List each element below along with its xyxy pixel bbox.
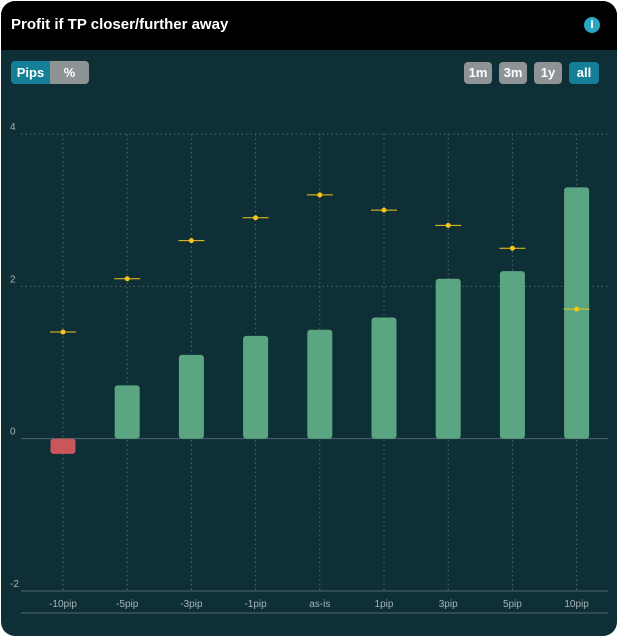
info-icon[interactable]: i — [584, 17, 600, 33]
marker-point — [509, 245, 515, 251]
x-tick-label: -3pip — [180, 599, 203, 610]
y-tick-label: 0 — [10, 427, 16, 438]
period-all-button[interactable]: all — [569, 62, 599, 84]
x-tick-label: -5pip — [116, 599, 139, 610]
y-tick-label: 2 — [10, 274, 16, 285]
bar--10pip — [50, 438, 76, 454]
unit-percent-button[interactable]: % — [50, 61, 89, 84]
chart-title: Profit if TP closer/further away — [11, 16, 229, 33]
marker-point — [381, 207, 387, 213]
y-tick-label: 4 — [10, 122, 16, 133]
marker-point — [253, 215, 259, 221]
bar--3pip — [178, 354, 204, 439]
unit-pips-button[interactable]: Pips — [11, 61, 50, 84]
marker-point — [124, 276, 130, 282]
bar-as-is — [307, 329, 333, 439]
bar-1pip — [371, 317, 397, 439]
bar--5pip — [114, 385, 140, 439]
marker-point — [445, 222, 451, 228]
bar-10pip — [564, 187, 590, 439]
period-1m-button[interactable]: 1m — [464, 62, 492, 84]
x-tick-label: 10pip — [564, 599, 589, 610]
bar-5pip — [499, 271, 525, 439]
period-selector: 1m 3m 1y all — [464, 62, 608, 84]
marker-point — [60, 329, 66, 335]
marker-point — [317, 192, 323, 198]
bar--1pip — [243, 335, 269, 439]
y-tick-label: -2 — [10, 579, 19, 590]
period-3m-button[interactable]: 3m — [499, 62, 527, 84]
marker-point — [574, 306, 580, 312]
bar-3pip — [435, 278, 461, 439]
x-tick-label: as-is — [309, 599, 330, 610]
x-tick-label: -1pip — [244, 599, 267, 610]
x-tick-label: 5pip — [503, 599, 522, 610]
x-tick-label: -10pip — [49, 599, 77, 610]
unit-toggle: Pips % — [11, 61, 89, 84]
card-header: Profit if TP closer/further away i — [1, 1, 617, 50]
marker-point — [188, 238, 194, 244]
x-tick-label: 3pip — [439, 599, 458, 610]
period-1y-button[interactable]: 1y — [534, 62, 562, 84]
x-tick-label: 1pip — [375, 599, 394, 610]
